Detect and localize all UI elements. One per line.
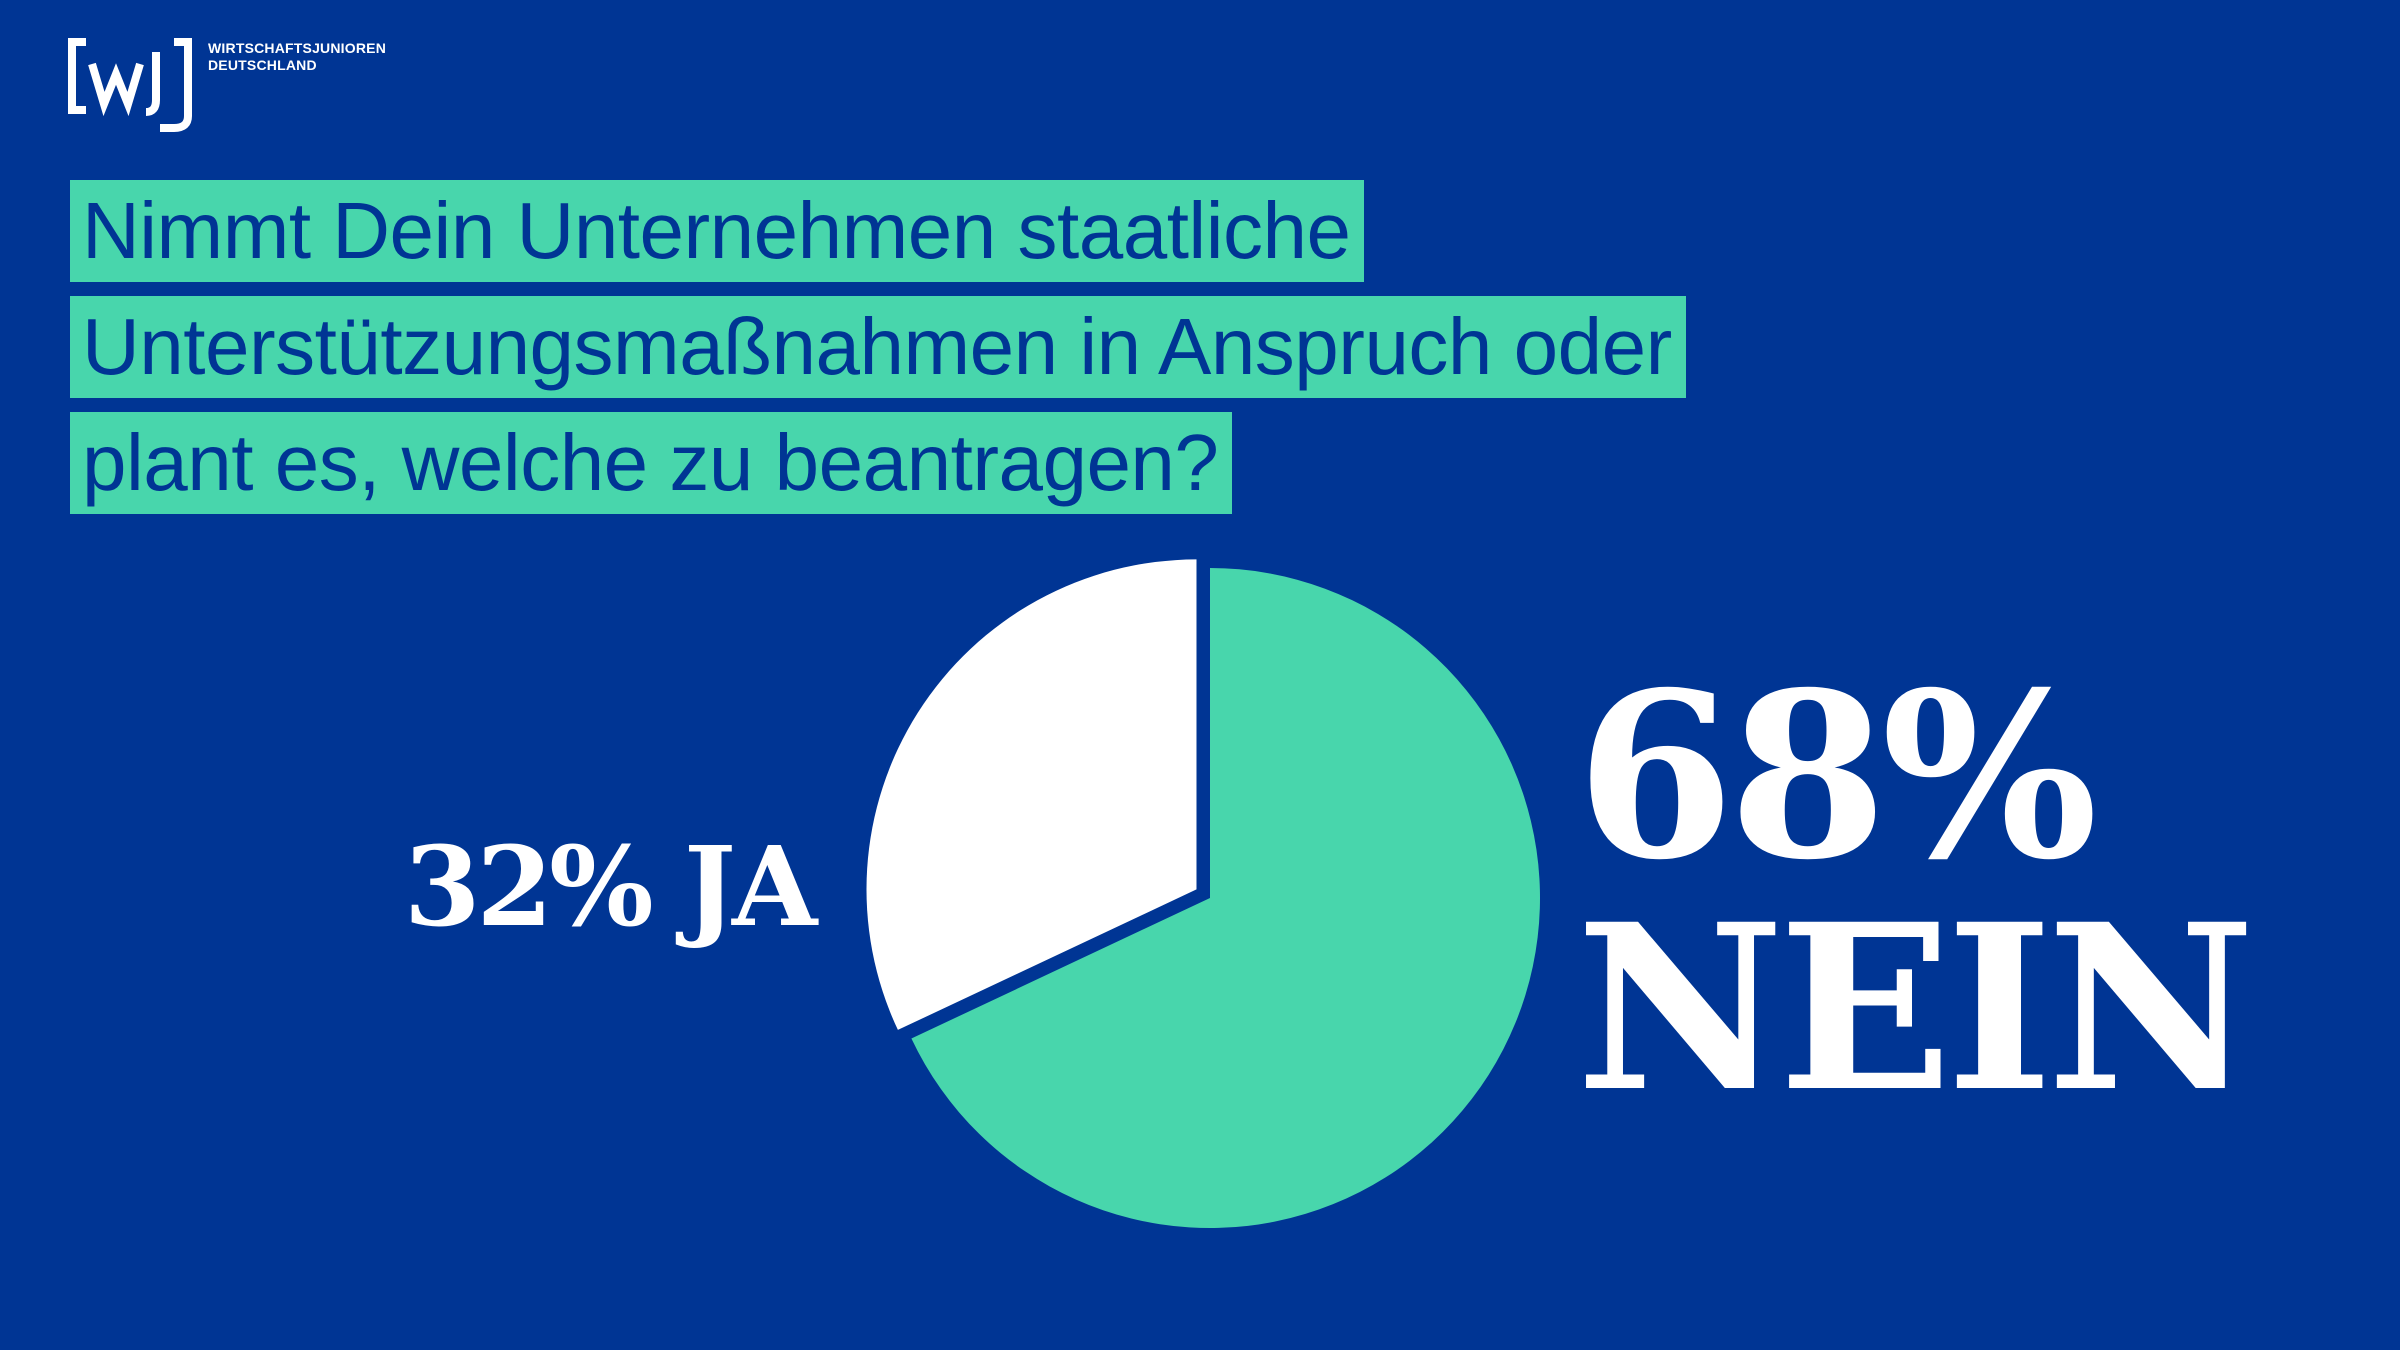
question-line-3: plant es, welche zu beantragen? [70,412,1233,514]
logo-line-2: DEUTSCHLAND [208,57,317,73]
question-line-1: Nimmt Dein Unternehmen staatliche [70,180,1365,282]
wj-logo-icon [68,38,192,132]
question-title: Nimmt Dein Unternehmen staatliche Unters… [70,180,2070,528]
logo: WIRTSCHAFTSJUNIOREN DEUTSCHLAND [68,36,386,132]
slice-label-nein: 68% NEIN [1576,642,2255,1142]
question-line-2: Unterstützungsmaßnahmen in Anspruch oder [70,296,1686,398]
slice-label-nein-text: NEIN [1576,874,2255,1142]
pie-slice-nein [911,568,1540,1228]
slice-label-nein-value: 68% [1576,642,2098,910]
logo-text: WIRTSCHAFTSJUNIOREN DEUTSCHLAND [208,40,386,74]
logo-line-1: WIRTSCHAFTSJUNIOREN [208,40,387,56]
slice-label-ja: 32% JA [404,822,817,951]
pie-slice-ja [866,559,1197,1030]
